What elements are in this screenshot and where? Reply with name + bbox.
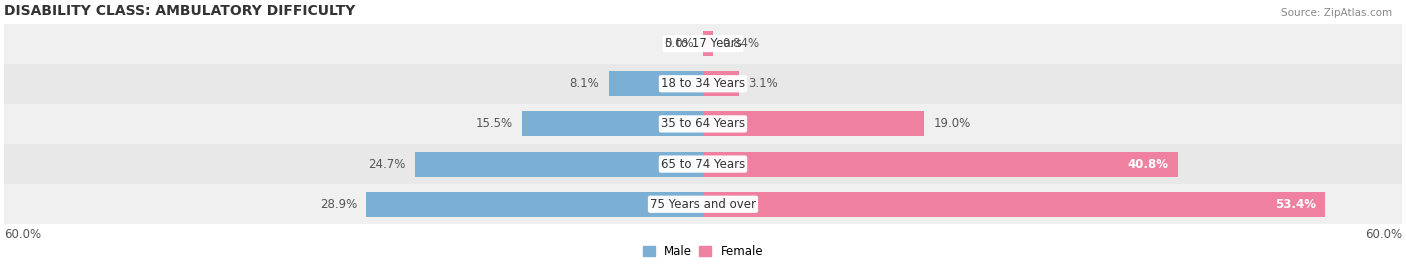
Text: 60.0%: 60.0% — [1365, 228, 1402, 241]
Bar — [415, 152, 703, 177]
Text: 24.7%: 24.7% — [368, 158, 406, 171]
Text: 40.8%: 40.8% — [1128, 158, 1168, 171]
Bar — [523, 111, 703, 136]
Bar — [4, 64, 1402, 104]
Text: 65 to 74 Years: 65 to 74 Years — [661, 158, 745, 171]
Bar — [703, 152, 1178, 177]
Bar — [703, 71, 740, 96]
Bar — [367, 192, 703, 217]
Text: 60.0%: 60.0% — [4, 228, 41, 241]
Text: 28.9%: 28.9% — [319, 198, 357, 211]
Text: 19.0%: 19.0% — [934, 117, 972, 131]
Text: 35 to 64 Years: 35 to 64 Years — [661, 117, 745, 131]
Bar — [703, 31, 713, 56]
Text: 75 Years and over: 75 Years and over — [650, 198, 756, 211]
Text: 5 to 17 Years: 5 to 17 Years — [665, 37, 741, 50]
Text: Source: ZipAtlas.com: Source: ZipAtlas.com — [1281, 8, 1392, 18]
Text: 0.84%: 0.84% — [723, 37, 759, 50]
Bar — [4, 104, 1402, 144]
Text: 15.5%: 15.5% — [477, 117, 513, 131]
Text: 53.4%: 53.4% — [1275, 198, 1316, 211]
Bar — [703, 192, 1324, 217]
Bar — [609, 71, 703, 96]
Bar — [4, 144, 1402, 184]
Text: 3.1%: 3.1% — [748, 77, 778, 90]
Text: 8.1%: 8.1% — [569, 77, 599, 90]
Legend: Male, Female: Male, Female — [638, 240, 768, 263]
Bar — [4, 184, 1402, 224]
Text: 18 to 34 Years: 18 to 34 Years — [661, 77, 745, 90]
Text: DISABILITY CLASS: AMBULATORY DIFFICULTY: DISABILITY CLASS: AMBULATORY DIFFICULTY — [4, 4, 356, 18]
Text: 0.0%: 0.0% — [664, 37, 693, 50]
Bar — [703, 111, 924, 136]
Bar — [4, 24, 1402, 64]
